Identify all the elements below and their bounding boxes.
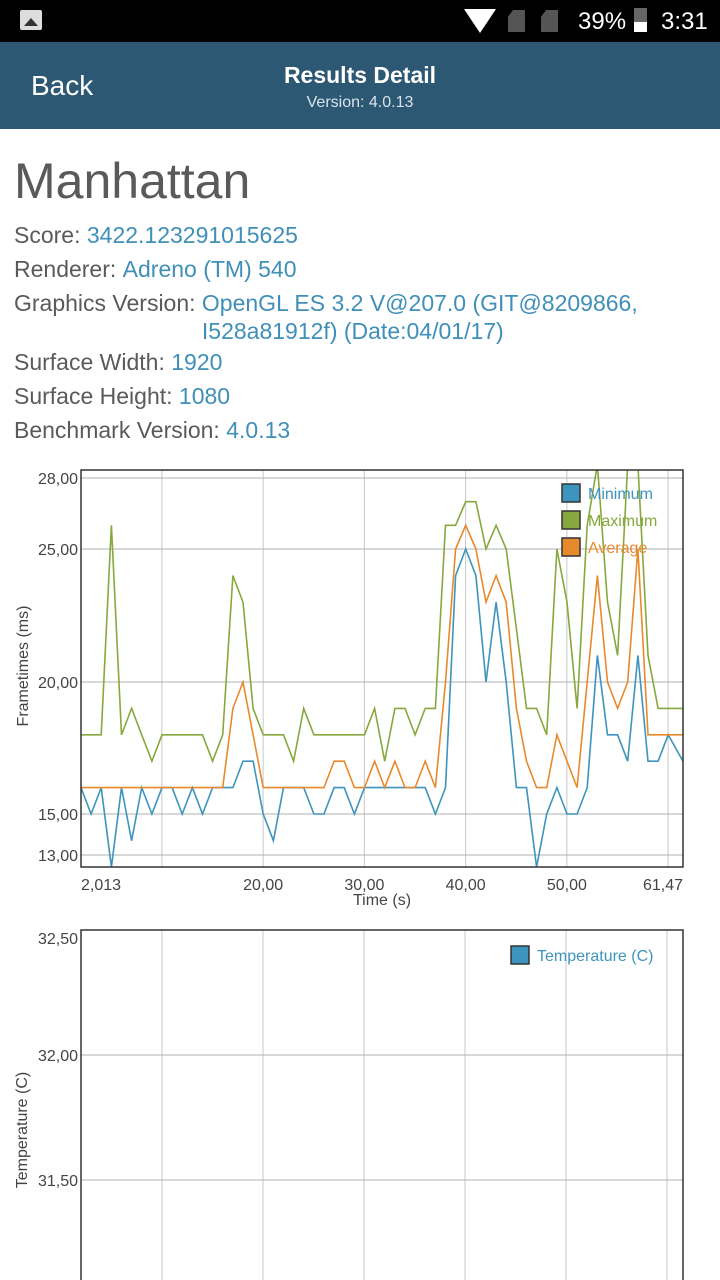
series-line-minimum [81,546,683,867]
series-line-average [81,523,683,790]
legend-label: Temperature (C) [537,948,653,965]
x-tick-label: 61,47 [643,877,683,894]
y-tick-label: 31,50 [38,1173,78,1190]
y-axis-title: Frametimes (ms) [15,606,32,727]
benchmark-name: Manhattan [14,153,251,209]
y-tick-label: 28,00 [38,471,78,488]
result-info: Manhattan Score: 3422.123291015625 Rende… [14,152,672,447]
field-value: 1920 [171,349,223,375]
y-tick-label: 25,00 [38,542,78,559]
x-tick-label: 50,00 [547,877,587,894]
battery-percent: 39% [578,8,627,35]
score-row: Score: 3422.123291015625 [14,218,672,252]
y-tick-label: 15,00 [38,807,78,824]
no-sim-icon [541,10,558,32]
field-label: Graphics Version: [14,290,202,316]
version-label: Version: 4.0.13 [306,94,414,111]
x-tick-label: 40,00 [446,877,486,894]
legend-swatch-minimum [561,483,581,503]
field-value: 3422.123291015625 [86,222,298,248]
graphics-version-row: Graphics Version: OpenGL ES 3.2 V@207.0 … [14,286,672,345]
legend-label: Average [588,540,647,557]
x-tick-label: 30,00 [344,877,384,894]
benchmark-version-row: Benchmark Version: 4.0.13 [14,413,672,447]
field-value: 1080 [178,383,231,409]
back-button[interactable]: Back [31,70,94,101]
app-bar: Back Results Detail Version: 4.0.13 [0,42,720,129]
x-tick-label: 2,013 [81,877,121,894]
series-line-maximum [81,470,683,765]
plot-frame [80,469,684,868]
field-label: Surface Width: [14,349,172,375]
legend-swatch-average [561,537,581,557]
renderer-row: Renderer: Adreno (TM) 540 [14,252,672,286]
clock: 3:31 [661,8,708,35]
battery-icon [634,8,647,32]
page-title: Results Detail [283,62,437,88]
field-label: Renderer: [14,256,123,282]
no-sim-icon [508,10,525,32]
y-tick-label: 13,00 [38,848,78,865]
temperature-chart: 32,50 32,00 31,50 Temperature (C) Temperatur… [14,929,684,1280]
x-axis-title: Time (s) [353,892,411,909]
y-axis-title: Temperature (C) [14,1072,31,1188]
field-value: OpenGL ES 3.2 V@207.0 (GIT@8209866, I528… [201,290,638,344]
field-value: 4.0.13 [226,417,291,443]
surface-width-row: Surface Width: 1920 [14,345,672,379]
y-tick-label: 32,50 [38,931,78,948]
field-label: Benchmark Version: [14,417,227,443]
y-tick-label: 20,00 [38,675,78,692]
legend-swatch-maximum [561,510,581,530]
frametimes-chart: 28,00 25,00 20,00 15,00 13,002,013 20,00 30,00… [15,469,684,909]
field-label: Surface Height: [14,383,179,409]
wifi-icon [464,9,496,33]
field-value: Adreno (TM) 540 [122,256,297,282]
y-tick-label: 32,00 [38,1048,78,1065]
surface-height-row: Surface Height: 1080 [14,379,672,413]
legend-label: Minimum [588,486,653,503]
image-notification-icon [20,10,42,30]
status-bar: 39% 3:31 [0,0,720,42]
field-label: Score: [14,222,87,248]
x-tick-label: 20,00 [243,877,283,894]
legend-label: Maximum [588,513,657,530]
legend-swatch-temperature [510,945,530,965]
plot-frame [80,929,684,1280]
